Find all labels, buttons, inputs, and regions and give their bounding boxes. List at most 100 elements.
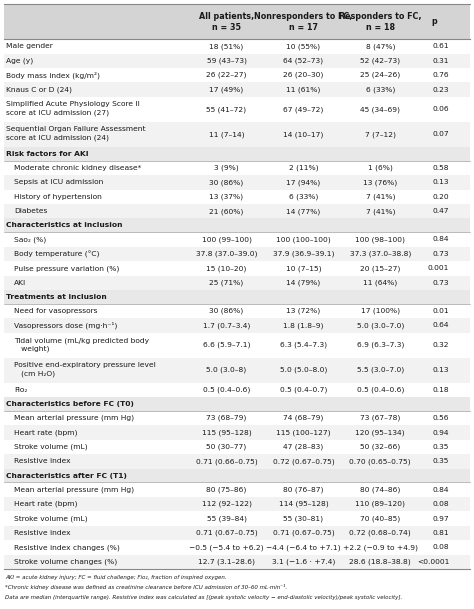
Bar [4,555,470,569]
Text: 7 (41%): 7 (41%) [365,208,395,214]
Text: +2.2 (−0.9 to +4.9): +2.2 (−0.9 to +4.9) [343,544,418,551]
Text: 8 (47%): 8 (47%) [365,43,395,49]
Text: 13 (37%): 13 (37%) [210,194,244,200]
Bar [4,304,470,318]
Text: 0.47: 0.47 [433,208,449,214]
Text: 15 (10–20): 15 (10–20) [206,265,246,272]
Text: 14 (10–17): 14 (10–17) [283,131,324,138]
Text: Stroke volume (mL): Stroke volume (mL) [14,444,88,450]
Text: Body mass index (kg/m²): Body mass index (kg/m²) [6,71,100,79]
Bar [4,469,470,482]
Text: 55 (39–84): 55 (39–84) [207,515,246,522]
Text: 37.9 (36.9–39.1): 37.9 (36.9–39.1) [273,251,334,257]
Bar [4,4,470,39]
Bar [4,232,470,247]
Bar [4,540,470,555]
Text: 5.0 (5.0–8.0): 5.0 (5.0–8.0) [280,367,327,373]
Text: 45 (34–69): 45 (34–69) [360,106,401,113]
Text: Resistive index changes (%): Resistive index changes (%) [14,544,120,551]
Text: Stroke volume changes (%): Stroke volume changes (%) [14,558,117,565]
Text: Body temperature (°C): Body temperature (°C) [14,250,100,258]
Bar [4,411,470,426]
Text: −0.5 (−5.4 to +6.2): −0.5 (−5.4 to +6.2) [189,544,264,551]
Text: Stroke volume (mL): Stroke volume (mL) [14,515,88,522]
Text: 112 (92–122): 112 (92–122) [201,501,252,507]
Text: 0.94: 0.94 [433,429,449,435]
Text: 37.3 (37.0–38.8): 37.3 (37.0–38.8) [350,251,411,257]
Text: 13 (72%): 13 (72%) [286,308,320,314]
Text: 0.71 (0.67–0.75): 0.71 (0.67–0.75) [273,530,334,536]
Text: 6.6 (5.9–7.1): 6.6 (5.9–7.1) [203,342,250,348]
Text: 0.13: 0.13 [433,367,449,373]
Bar [4,189,470,204]
Text: 0.64: 0.64 [433,322,449,328]
Bar [4,497,470,512]
Bar [4,261,470,275]
Text: 0.13: 0.13 [433,180,449,185]
Bar [4,383,470,397]
Text: 0.61: 0.61 [433,43,449,49]
Text: 100 (98–100): 100 (98–100) [356,236,405,243]
Text: Resistive index: Resistive index [14,530,71,536]
Text: 17 (100%): 17 (100%) [361,308,400,314]
Text: 0.08: 0.08 [433,501,449,507]
Text: 80 (75–86): 80 (75–86) [206,487,246,493]
Bar [4,397,470,411]
Bar [4,454,470,469]
Text: Tidal volume (mL/kg predicted body
   weight): Tidal volume (mL/kg predicted body weigh… [14,337,149,352]
Text: 10 (55%): 10 (55%) [286,43,320,49]
Text: 64 (52–73): 64 (52–73) [283,57,323,64]
Text: 0.20: 0.20 [433,194,449,200]
Text: 115 (95–128): 115 (95–128) [201,429,251,436]
Text: Data are median (interquartile range). Resistive index was calculated as [(peak : Data are median (interquartile range). R… [5,594,402,599]
Text: 110 (89–120): 110 (89–120) [356,501,405,507]
Text: 73 (68–79): 73 (68–79) [206,415,246,421]
Text: 0.08: 0.08 [433,544,449,551]
Text: 0.84: 0.84 [433,487,449,493]
Text: All patients,
n = 35: All patients, n = 35 [199,12,254,32]
Text: Mean arterial pressure (mm Hg): Mean arterial pressure (mm Hg) [14,487,134,493]
Bar [4,333,470,357]
Text: 13 (76%): 13 (76%) [363,179,397,186]
Text: Heart rate (bpm): Heart rate (bpm) [14,429,78,436]
Text: 0.73: 0.73 [433,251,449,257]
Text: p: p [431,17,437,26]
Text: Fio₂: Fio₂ [14,387,27,393]
Text: Knaus C or D (24): Knaus C or D (24) [6,86,72,93]
Text: 7 (41%): 7 (41%) [365,194,395,200]
Text: Sao₂ (%): Sao₂ (%) [14,236,46,243]
Text: 0.01: 0.01 [433,308,449,314]
Text: 17 (49%): 17 (49%) [210,86,244,93]
Text: 0.71 (0.66–0.75): 0.71 (0.66–0.75) [196,458,257,465]
Text: 21 (60%): 21 (60%) [210,208,244,214]
Text: 73 (67–78): 73 (67–78) [360,415,401,421]
Text: 0.84: 0.84 [433,236,449,242]
Text: 67 (49–72): 67 (49–72) [283,106,324,113]
Text: 52 (42–73): 52 (42–73) [360,57,401,64]
Text: 25 (71%): 25 (71%) [210,280,244,286]
Text: 26 (22–27): 26 (22–27) [206,72,247,79]
Text: Nonresponders to FC,
n = 17: Nonresponders to FC, n = 17 [254,12,353,32]
Text: 14 (79%): 14 (79%) [286,280,320,286]
Text: *Chronic kidney disease was defined as creatinine clearance before ICU admission: *Chronic kidney disease was defined as c… [5,584,287,590]
Bar [4,204,470,219]
Text: Positive end-expiratory pressure level
   (cm H₂O): Positive end-expiratory pressure level (… [14,362,156,377]
Text: 0.97: 0.97 [433,516,449,521]
Text: 0.76: 0.76 [433,72,449,78]
Text: 26 (20–30): 26 (20–30) [283,72,324,79]
Text: 120 (95–134): 120 (95–134) [356,429,405,436]
Text: 0.81: 0.81 [433,530,449,536]
Text: 0.73: 0.73 [433,280,449,286]
Text: 6 (33%): 6 (33%) [365,86,395,93]
Text: 20 (15–27): 20 (15–27) [360,265,401,272]
Text: 12.7 (3.1–28.6): 12.7 (3.1–28.6) [198,558,255,565]
Text: 3 (9%): 3 (9%) [214,164,239,171]
Bar [4,161,470,175]
Text: 0.32: 0.32 [433,342,449,348]
Text: 10 (7–15): 10 (7–15) [286,265,321,272]
Text: Resistive index: Resistive index [14,459,71,465]
Text: 70 (40–85): 70 (40–85) [360,515,401,522]
Text: 0.07: 0.07 [433,132,449,138]
Bar [4,526,470,540]
Bar [4,512,470,526]
